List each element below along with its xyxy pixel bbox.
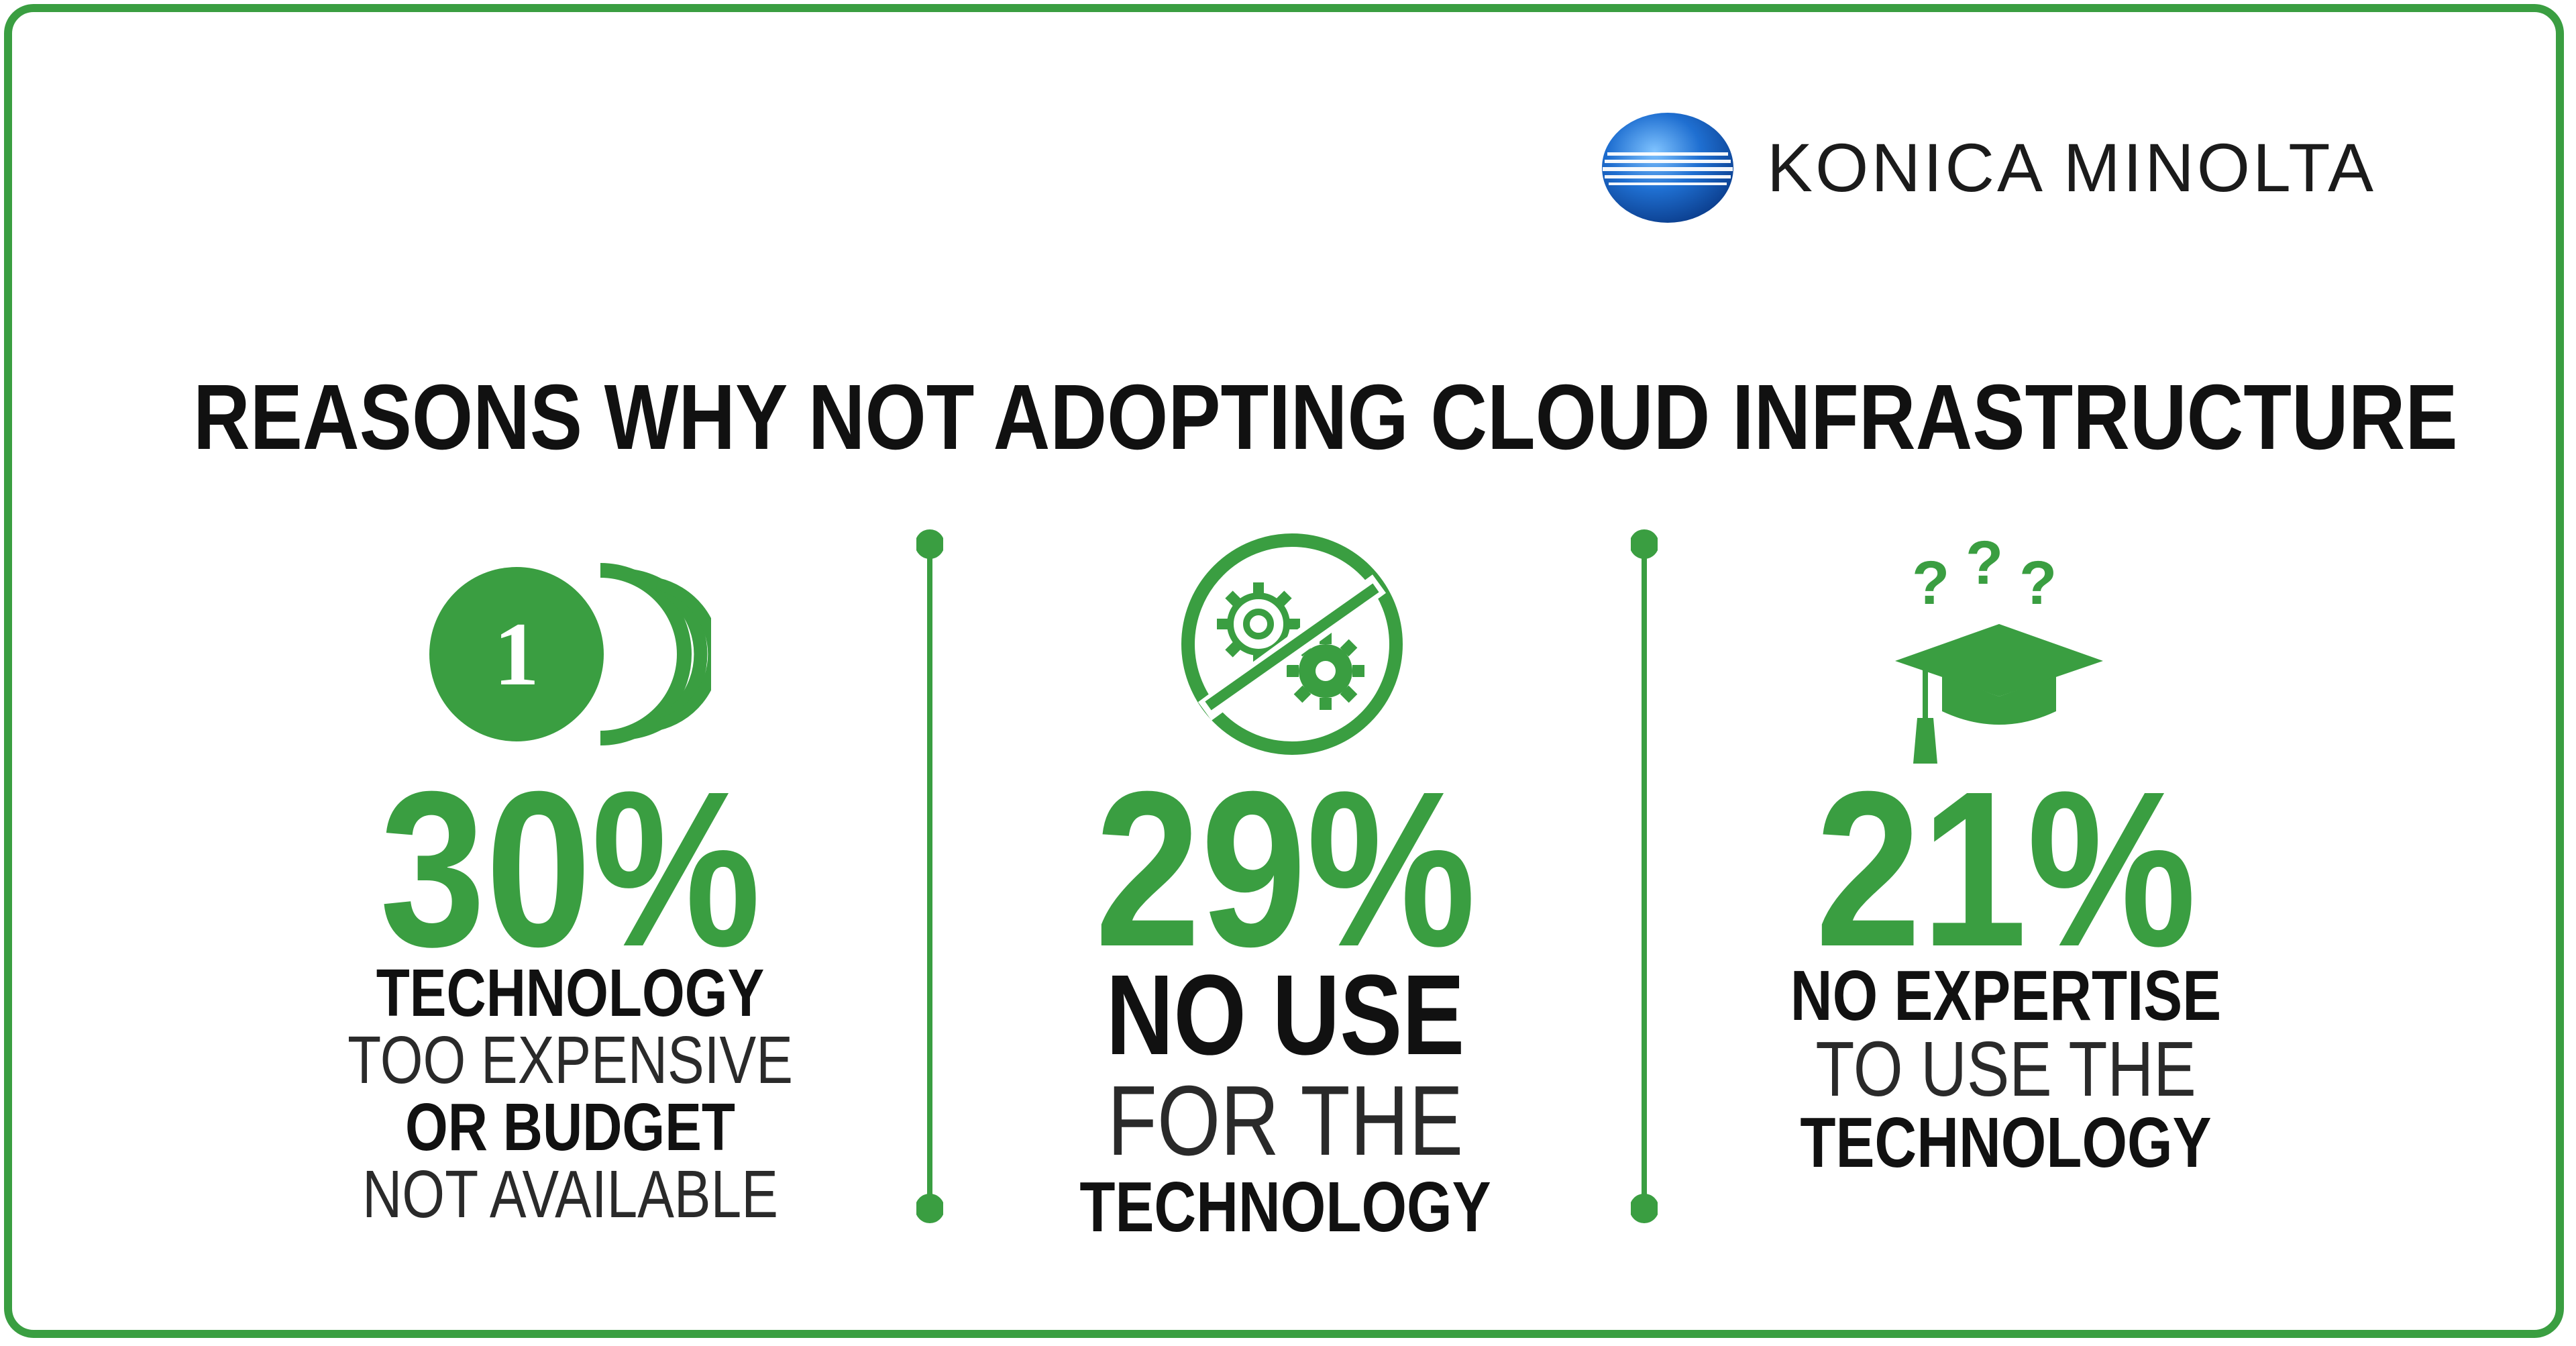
stat-percent-cost: 30% bbox=[379, 745, 761, 992]
stat-percent-no-expertise: 21% bbox=[1815, 745, 2197, 992]
caption-line: TOO EXPENSIVE bbox=[347, 1023, 793, 1098]
question-mark-icon: ? bbox=[1912, 549, 1949, 617]
brand-name: KONICA MINOLTA bbox=[1767, 130, 2377, 206]
page-title: REASONS WHY NOT ADOPTING CLOUD INFRASTRU… bbox=[193, 366, 2458, 469]
stat-percent-no-use: 29% bbox=[1094, 745, 1477, 992]
coin-label: 1 bbox=[494, 605, 539, 705]
konica-minolta-logo: KONICA MINOLTA bbox=[1601, 111, 2439, 225]
caption-line: TECHNOLOGY bbox=[376, 955, 765, 1031]
no-gears-icon bbox=[1181, 533, 1403, 755]
globe-logo-icon bbox=[1602, 113, 1733, 223]
stat-caption-cost: TECHNOLOGY TOO EXPENSIVE OR BUDGET NOT A… bbox=[333, 960, 806, 1228]
question-mark-icon: ? bbox=[2019, 549, 2057, 617]
stat-card-cost: 1 30% TECHNOLOGY TOO EXPENSIVE OR BUDGET… bbox=[282, 517, 859, 1255]
coin-stack-icon: 1 bbox=[429, 563, 711, 745]
infographic-frame bbox=[4, 4, 2564, 1338]
caption-line: TECHNOLOGY bbox=[1079, 1167, 1491, 1247]
caption-line: NOT AVAILABLE bbox=[362, 1157, 778, 1232]
column-divider-left bbox=[916, 527, 943, 1225]
caption-line: NO EXPERTISE bbox=[1790, 956, 2222, 1035]
caption-line: FOR THE bbox=[1107, 1065, 1464, 1176]
caption-line: NO USE bbox=[1106, 951, 1465, 1079]
stat-card-no-expertise: ? ? ? 21% NO EXPERTISE TO USE THE TECHNO… bbox=[1717, 517, 2294, 1255]
question-mark-icon: ? bbox=[1966, 529, 2003, 597]
stat-caption-no-expertise: NO EXPERTISE TO USE THE TECHNOLOGY bbox=[1769, 960, 2242, 1180]
column-divider-right bbox=[1631, 527, 1658, 1225]
stat-caption-no-use: NO USE FOR THE TECHNOLOGY bbox=[1049, 951, 1521, 1247]
caption-line: TO USE THE bbox=[1815, 1025, 2196, 1113]
graduation-cap-questions-icon: ? ? ? bbox=[1895, 529, 2103, 764]
stat-card-no-use: 29% NO USE FOR THE TECHNOLOGY bbox=[997, 517, 1574, 1255]
caption-line: TECHNOLOGY bbox=[1800, 1103, 2212, 1183]
caption-line: OR BUDGET bbox=[405, 1090, 735, 1165]
